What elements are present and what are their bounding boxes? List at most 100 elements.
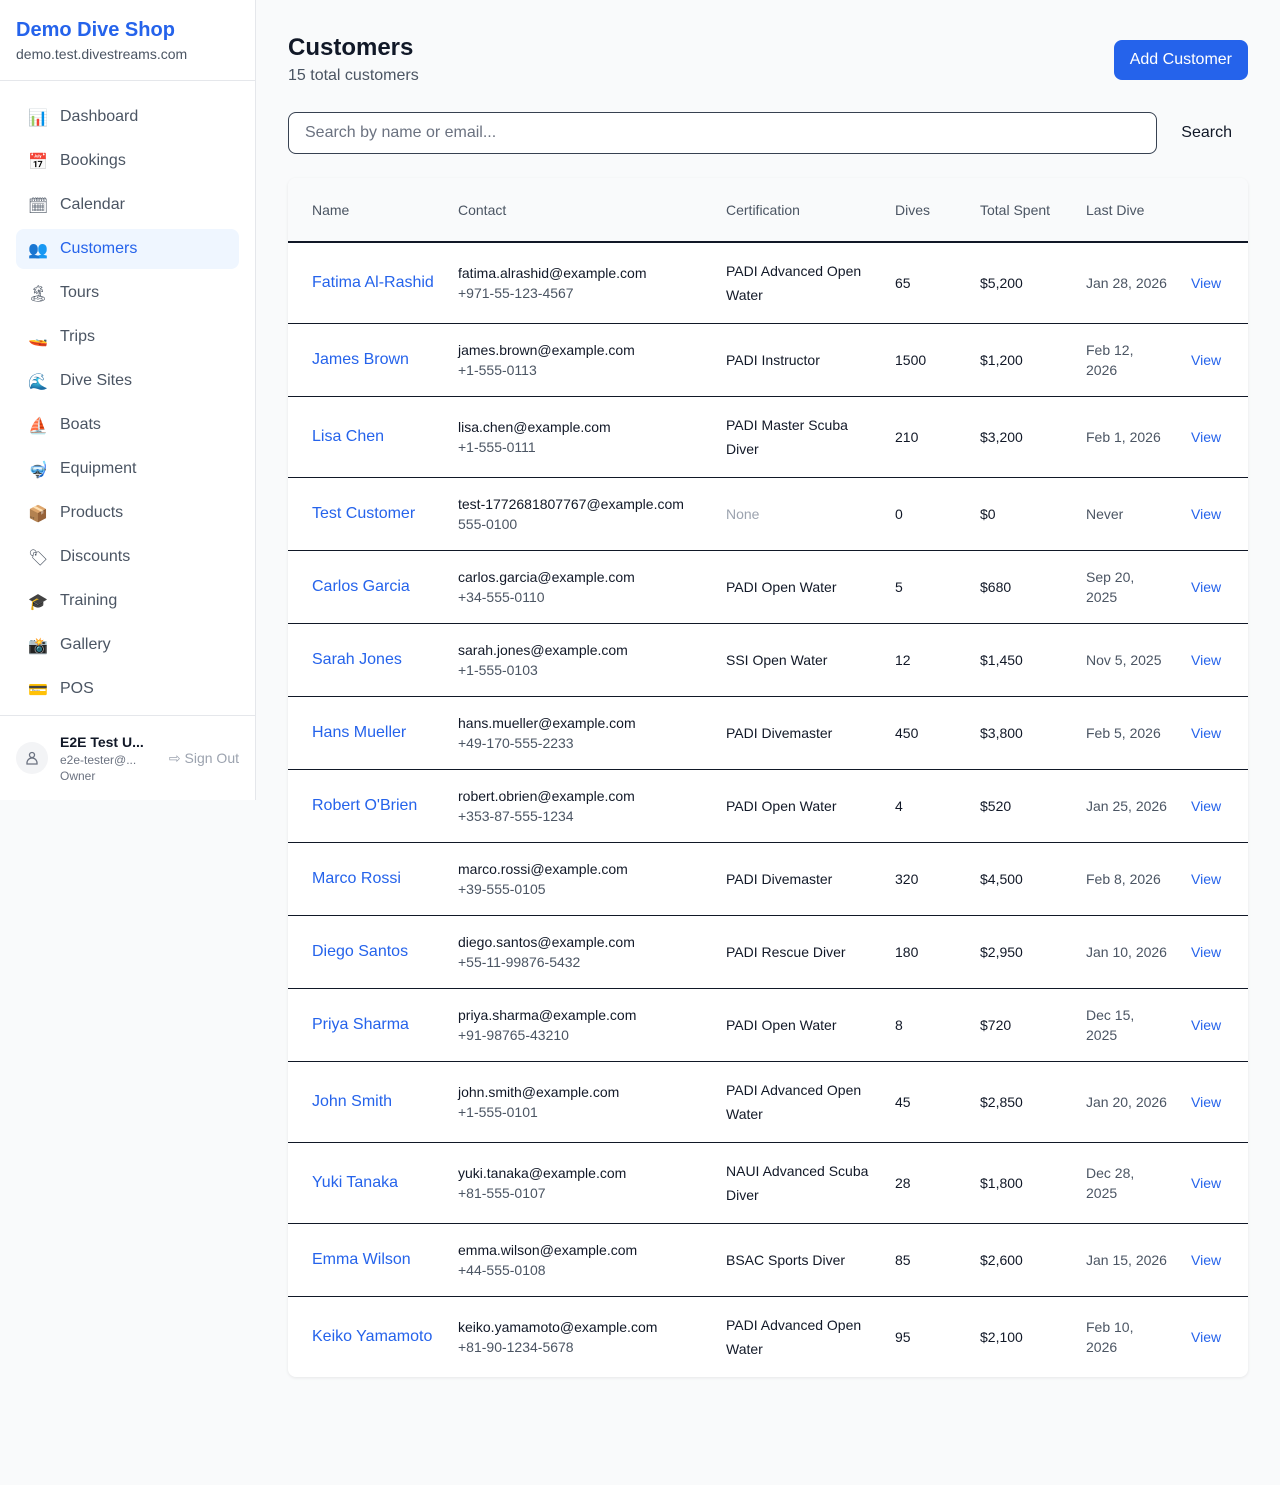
customer-email: test-1772681807767@example.com: [458, 496, 684, 512]
sidebar-item-label: Trips: [60, 328, 95, 345]
customer-dives: 45: [871, 1061, 956, 1143]
customer-name-link[interactable]: Robert O'Brien: [312, 797, 418, 814]
customer-name-link[interactable]: John Smith: [312, 1093, 393, 1110]
table-row: Diego Santos diego.santos@example.com +55…: [288, 915, 1248, 989]
brand-domain: demo.test.divestreams.com: [16, 46, 188, 62]
customer-total-spent: $2,100: [980, 1329, 1023, 1345]
customer-dives: 65: [871, 242, 956, 324]
island-icon: 🏝: [28, 283, 49, 303]
view-customer-link[interactable]: View: [1191, 579, 1222, 595]
table-row: Emma Wilson emma.wilson@example.com +44-5…: [288, 1223, 1248, 1297]
customer-name-link[interactable]: Priya Sharma: [312, 1016, 409, 1033]
column-header-last-dive: Last Dive: [1062, 178, 1167, 243]
customer-total-spent: $520: [956, 769, 1062, 843]
sidebar-item-calendar[interactable]: 🗓 Calendar: [16, 185, 239, 225]
customer-dives: 12: [871, 623, 956, 697]
search-button[interactable]: Search: [1157, 124, 1248, 142]
customer-last-dive: Never: [1062, 477, 1167, 551]
customer-total-spent: $720: [956, 988, 1062, 1062]
customer-last-dive: Feb 5, 2026: [1062, 696, 1167, 770]
calendar-date-icon: 📅: [28, 151, 48, 171]
sidebar-item-gallery[interactable]: 📸 Gallery: [16, 625, 239, 665]
sidebar-item-dive-sites[interactable]: 🌊 Dive Sites: [16, 361, 239, 401]
sidebar-item-label: Dive Sites: [60, 372, 133, 389]
customer-name-link[interactable]: Emma Wilson: [312, 1251, 411, 1268]
view-customer-link[interactable]: View: [1191, 352, 1222, 368]
customer-email: priya.sharma@example.com: [458, 1007, 637, 1023]
view-customer-link[interactable]: View: [1191, 1175, 1222, 1191]
customer-total-spent: $1,800: [956, 1142, 1062, 1224]
customer-name-link[interactable]: Hans Mueller: [312, 724, 407, 741]
sidebar-item-label: Products: [60, 504, 124, 521]
view-customer-link[interactable]: View: [1191, 944, 1222, 960]
sidebar-item-tours[interactable]: 🏝 Tours: [16, 273, 239, 313]
sidebar-item-boats[interactable]: ⛵ Boats: [16, 405, 239, 445]
view-customer-link[interactable]: View: [1191, 798, 1222, 814]
sidebar-item-customers[interactable]: 👥 Customers: [16, 229, 239, 269]
view-customer-link[interactable]: View: [1191, 429, 1222, 445]
customer-name-link[interactable]: Keiko Yamamoto: [312, 1328, 433, 1345]
sidebar-item-label: Gallery: [60, 636, 111, 653]
view-customer-link[interactable]: View: [1191, 871, 1222, 887]
search-input[interactable]: [288, 112, 1158, 154]
search-bar: Search: [288, 112, 1248, 154]
customer-last-dive: Feb 1, 2026: [1062, 396, 1167, 478]
customer-dives: 450: [871, 696, 956, 770]
sidebar-item-discounts[interactable]: 🏷 Discounts: [16, 537, 239, 577]
column-header-actions: [1167, 178, 1248, 243]
column-header-contact: Contact: [434, 178, 702, 243]
view-customer-link[interactable]: View: [1191, 725, 1222, 741]
column-header-certification: Certification: [702, 178, 871, 243]
customer-phone: +39-555-0105: [458, 881, 546, 897]
customer-name-link[interactable]: Yuki Tanaka: [312, 1174, 398, 1191]
customer-name-link[interactable]: Carlos Garcia: [312, 578, 410, 595]
view-customer-link[interactable]: View: [1191, 1252, 1222, 1268]
wave-icon: 🌊: [28, 371, 48, 391]
table-row: Keiko Yamamoto keiko.yamamoto@example.co…: [288, 1297, 1248, 1378]
customer-dives: 320: [871, 842, 956, 916]
diving-mask-icon: 🤿: [28, 459, 48, 479]
customer-name-link[interactable]: Fatima Al-Rashid: [312, 274, 434, 291]
customer-name-link[interactable]: Lisa Chen: [312, 428, 385, 445]
sidebar-item-pos[interactable]: 💳 POS: [16, 669, 239, 709]
sidebar-item-equipment[interactable]: 🤿 Equipment: [16, 449, 239, 489]
customer-total-spent: $680: [956, 550, 1062, 624]
sidebar-item-products[interactable]: 📦 Products: [16, 493, 239, 533]
spiral-calendar-icon: 🗓: [28, 195, 49, 215]
table-row: Hans Mueller hans.mueller@example.com +49…: [288, 696, 1248, 770]
sidebar-item-trips[interactable]: 🚤 Trips: [16, 317, 239, 357]
brand: Demo Dive Shop demo.test.divestreams.com: [0, 0, 255, 81]
customer-name-link[interactable]: James Brown: [312, 351, 409, 368]
customer-certification: PADI Open Water: [726, 1017, 837, 1033]
customer-dives: 4: [871, 769, 956, 843]
customer-phone: 555-0100: [458, 516, 518, 532]
sign-out-label: Sign Out: [184, 749, 239, 766]
customer-name-link[interactable]: Test Customer: [312, 505, 416, 522]
sign-out-button[interactable]: ⇨ Sign Out: [169, 750, 239, 767]
customer-name-link[interactable]: Diego Santos: [312, 943, 409, 960]
view-customer-link[interactable]: View: [1191, 652, 1222, 668]
customer-certification: NAUI Advanced Scuba Diver: [726, 1163, 869, 1203]
customer-name-link[interactable]: Marco Rossi: [312, 870, 401, 887]
view-customer-link[interactable]: View: [1191, 275, 1222, 291]
sidebar-item-bookings[interactable]: 📅 Bookings: [16, 141, 239, 181]
sidebar-item-label: Discounts: [60, 548, 131, 565]
sidebar-item-dashboard[interactable]: 📊 Dashboard: [16, 97, 239, 137]
sailboat-icon: ⛵: [28, 415, 48, 435]
customer-phone: +971-55-123-4567: [458, 285, 574, 301]
customer-last-dive: Jan 10, 2026: [1062, 915, 1167, 989]
customer-certification: SSI Open Water: [726, 652, 828, 668]
sign-out-icon: ⇨: [168, 749, 181, 766]
view-customer-link[interactable]: View: [1191, 1094, 1222, 1110]
brand-name[interactable]: Demo Dive Shop: [16, 19, 175, 41]
add-customer-button[interactable]: Add Customer: [1113, 40, 1248, 80]
customer-phone: +55-11-99876-5432: [458, 954, 581, 970]
view-customer-link[interactable]: View: [1191, 1017, 1222, 1033]
view-customer-link[interactable]: View: [1191, 506, 1222, 522]
customer-phone: +49-170-555-2233: [458, 735, 574, 751]
sidebar-item-training[interactable]: 🎓 Training: [16, 581, 239, 621]
customer-name-link[interactable]: Sarah Jones: [312, 651, 402, 668]
customer-dives: 85: [871, 1223, 956, 1297]
column-header-total-spent: Total Spent: [956, 178, 1062, 243]
view-customer-link[interactable]: View: [1191, 1329, 1222, 1345]
